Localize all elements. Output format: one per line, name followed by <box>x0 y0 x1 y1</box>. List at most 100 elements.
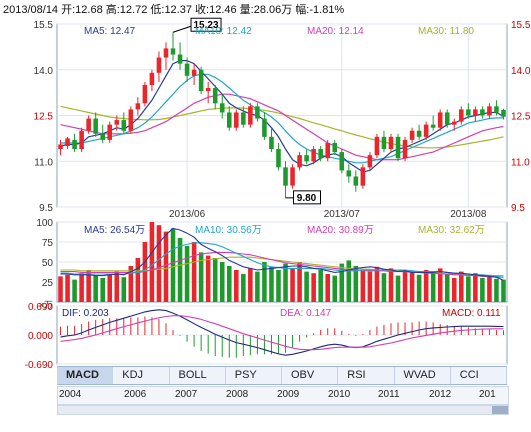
year-label: 2007 <box>175 389 198 400</box>
candle-body <box>156 57 162 73</box>
macd-dif-line <box>60 309 504 356</box>
candle-body <box>388 136 394 150</box>
candle-body <box>212 88 218 104</box>
candle-body <box>191 69 197 76</box>
high-callout-leader <box>172 25 192 33</box>
volume-ma10-line <box>60 242 504 278</box>
volume-bar <box>276 270 281 302</box>
tab-wvad[interactable]: WVAD <box>395 367 451 384</box>
candle-body <box>437 112 443 128</box>
volume-bar <box>325 274 330 302</box>
volume-bar <box>100 278 105 302</box>
price-ma-legend-3: MA20: 12.14 <box>307 26 364 37</box>
volume-bar <box>451 278 457 302</box>
candle-body <box>353 176 359 186</box>
volume-ma-legend-4: MA30: 32.62万 <box>418 225 485 236</box>
scrollbar-thumb[interactable] <box>492 406 508 414</box>
price-axis-left-label: 9.5 <box>39 203 53 214</box>
price-axis-left-label: 14.0 <box>34 66 54 77</box>
candle-body <box>459 109 464 122</box>
volume-bar <box>360 270 366 302</box>
year-label: 2010 <box>328 389 351 400</box>
year-label: 2011 <box>378 389 400 400</box>
volume-bar <box>388 268 394 302</box>
year-label: 201 <box>479 389 496 400</box>
volume-bar <box>353 266 359 302</box>
volume-bar <box>86 270 91 302</box>
volume-bar <box>332 275 338 302</box>
volume-bar <box>241 274 246 302</box>
range-scrollbar[interactable] <box>57 405 509 415</box>
year-label: 2004 <box>59 389 82 400</box>
candle-body <box>226 112 232 128</box>
tab-rsi[interactable]: RSI <box>338 367 395 384</box>
candle-body <box>86 118 91 131</box>
macd-axis-label: 0.000 <box>28 331 53 342</box>
volume-axis-label: 75 <box>42 238 54 249</box>
volume-bar <box>367 271 373 302</box>
volume-bar <box>58 276 63 302</box>
macd-value-legend: MACD: 0.111 <box>442 308 501 319</box>
macd-axis-label: -0.690 <box>25 360 54 371</box>
volume-axis-label: 25 <box>42 278 54 289</box>
volume-axis-label: 100 <box>36 218 53 229</box>
candle-body <box>65 138 70 146</box>
macd-dea-legend: DEA: 0.147 <box>280 308 332 319</box>
volume-bar <box>128 266 134 302</box>
volume-bar <box>184 246 190 302</box>
candle-body <box>360 167 366 186</box>
price-axis-left-label: 11.0 <box>34 157 53 168</box>
price-ma5-line <box>60 59 504 173</box>
year-navigator[interactable]: 2004 2006 2007 2008 2009 2010 2011 2012 … <box>57 386 509 405</box>
tab-macd[interactable]: MACD <box>57 367 114 384</box>
volume-bar <box>459 271 464 302</box>
candle-body <box>107 124 113 140</box>
price-ma10-line <box>60 73 504 164</box>
volume-bar <box>423 270 429 302</box>
candle-body <box>395 136 401 159</box>
volume-bar <box>402 270 408 302</box>
tab-boll[interactable]: BOLL <box>170 367 226 384</box>
tab-obv[interactable]: OBV <box>282 367 339 384</box>
year-label: 2006 <box>124 389 147 400</box>
date-axis-label: 2013/08 <box>450 209 487 220</box>
candle-body <box>473 109 478 116</box>
volume-bar <box>466 276 471 302</box>
volume-bar <box>156 225 162 302</box>
macd-dea-line <box>60 315 504 351</box>
tab-kdj[interactable]: KDJ <box>113 367 170 384</box>
price-ma-legend-4: MA30: 11.80 <box>418 26 474 37</box>
year-label: 2012 <box>429 389 452 400</box>
tab-cci[interactable]: CCI <box>451 367 507 384</box>
volume-bar <box>79 273 84 302</box>
volume-bar <box>177 238 183 302</box>
volume-bar <box>304 271 309 302</box>
year-label: 2008 <box>226 389 249 400</box>
candle-body <box>241 112 246 125</box>
price-axis-left-label: 12.5 <box>34 112 54 123</box>
candle-body <box>346 170 352 177</box>
candle-body <box>304 155 309 162</box>
candle-body <box>444 112 450 125</box>
volume-bar <box>149 222 155 302</box>
candle-body <box>100 133 105 140</box>
volume-ma-legend-1: MA5: 26.54万 <box>84 225 145 236</box>
volume-bar <box>290 268 295 302</box>
volume-bar <box>248 268 253 302</box>
volume-bar <box>65 274 70 302</box>
volume-bar <box>219 262 225 302</box>
price-ma30-line <box>60 105 504 149</box>
price-axis-right-label: 12.5 <box>511 112 531 123</box>
candle-body <box>494 106 499 113</box>
candle-body <box>255 106 260 119</box>
tab-psy[interactable]: PSY <box>226 367 282 384</box>
price-axis-right-label: 9.5 <box>511 203 525 214</box>
candle-body <box>466 109 471 116</box>
volume-bar <box>114 271 120 302</box>
volume-bar <box>255 271 260 302</box>
candle-body <box>381 136 387 150</box>
volume-bar <box>374 266 380 302</box>
candle-body <box>234 112 239 128</box>
year-label: 2009 <box>277 389 300 400</box>
